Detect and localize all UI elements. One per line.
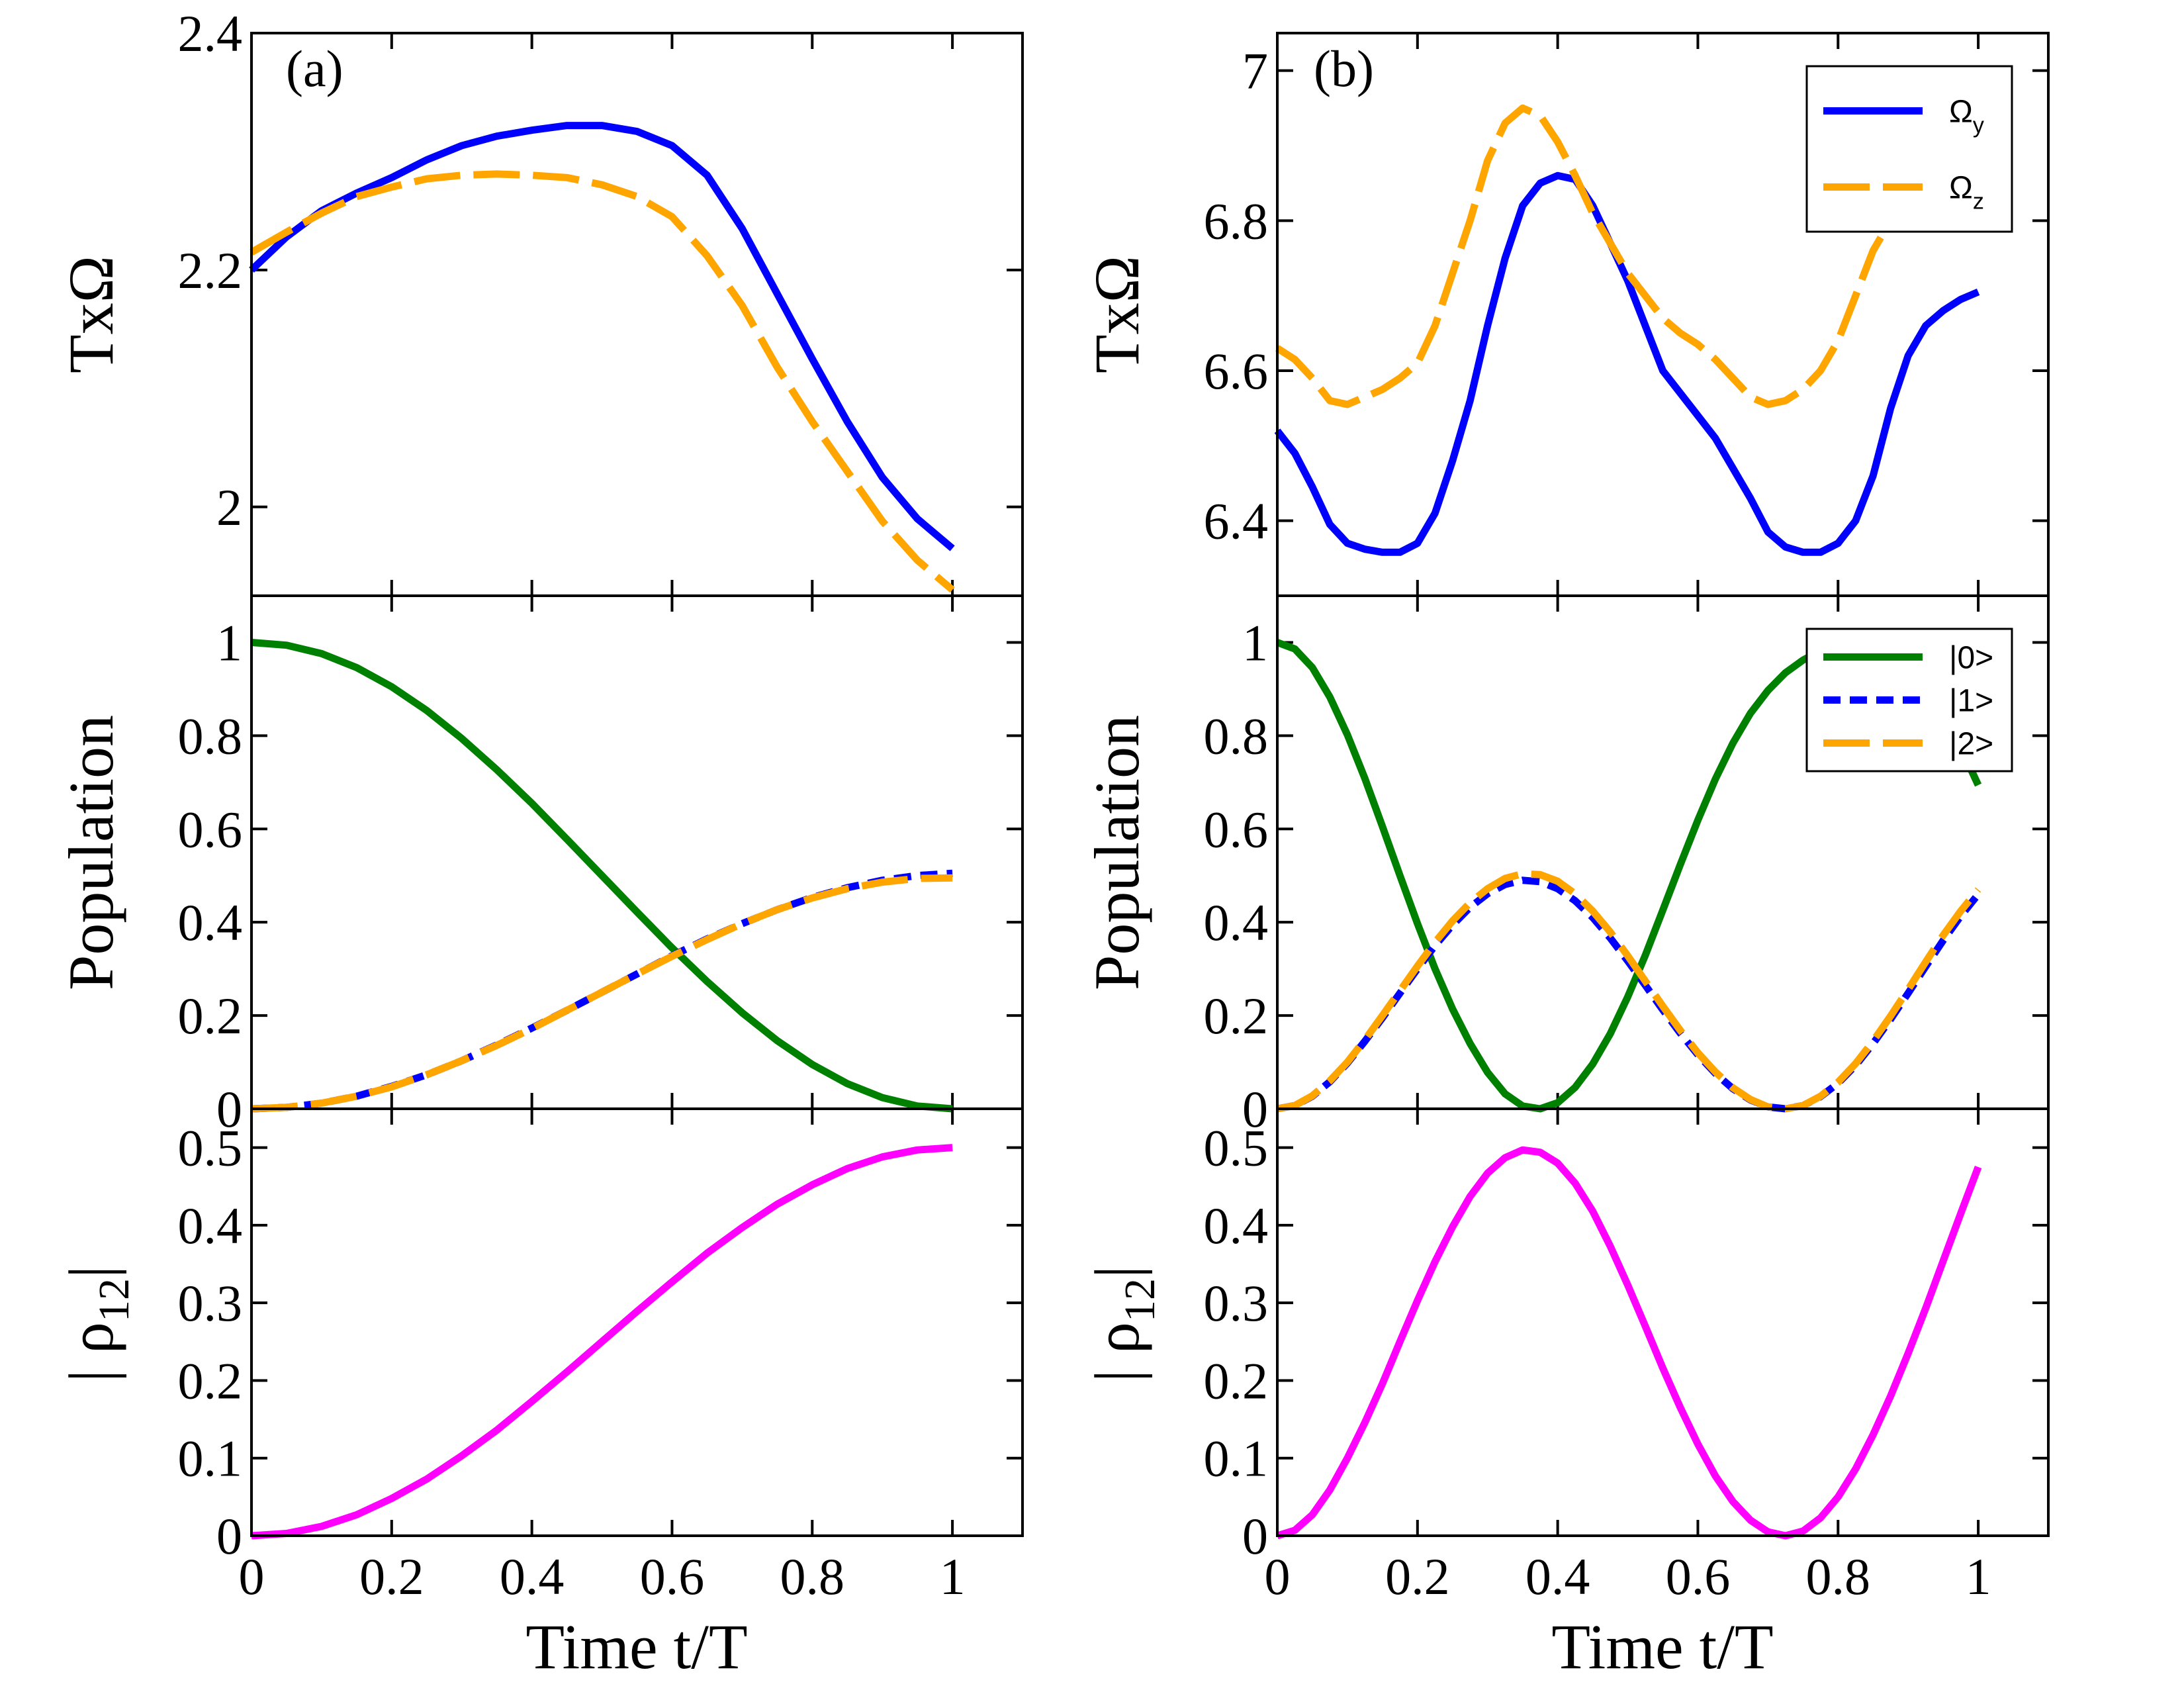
panel-b-rho-ytick-label: 0.4	[1204, 1197, 1269, 1254]
legend-population-label-p1: |1>	[1949, 684, 1993, 719]
panel-label-b: (b)	[1314, 40, 1374, 97]
legend-label-main: |0>	[1949, 641, 1993, 676]
legend-label-main: Ω	[1949, 171, 1973, 206]
panel-b-omega-ytick-label: 7	[1242, 42, 1268, 100]
panel-a-rho-ytick-label: 0.3	[178, 1274, 243, 1332]
panel-a-omega-ytick-label: 2	[216, 479, 242, 536]
panel-b-omega-ytick-label: 6.8	[1204, 192, 1269, 250]
panel-b-rho-xtick-label: 1	[1966, 1548, 1991, 1605]
panel-a-omega-ytick-label: 2.2	[178, 242, 243, 299]
panel-a-population-ytick-label: 0.2	[178, 987, 243, 1045]
panel-a-population-series-0-line	[251, 639, 953, 1113]
panel-b-population-ytick-label: 0.2	[1204, 987, 1269, 1045]
legend-label-sub: y	[1973, 113, 1984, 138]
panel-b-xlabel: Time t/T	[1551, 1611, 1773, 1682]
panel-b-population-ytick-label: 0	[1242, 1080, 1268, 1138]
panel-b-population-ytick-label: 0.8	[1204, 707, 1269, 765]
rho-bar: |	[56, 1266, 126, 1278]
panel-b-population-ytick-label: 1	[1242, 614, 1268, 671]
panel-a-population-ytick-label: 0.8	[178, 707, 243, 765]
panel-a-omega-ylabel: TxΩ	[56, 256, 126, 373]
legend-population-label-p2: |2>	[1949, 727, 1993, 762]
panel-a-population-ytick-label: 0	[216, 1080, 242, 1138]
legend-label-main: |1>	[1949, 684, 1993, 719]
rho-subscript: 12	[90, 1278, 138, 1322]
panel-a-rho-xtick-label: 0.2	[359, 1548, 424, 1605]
panel-a-population-ylabel: Population	[56, 715, 126, 990]
panel-a-omega-series-1-line	[250, 170, 955, 593]
panel-a-population-ytick-label: 1	[216, 614, 242, 671]
legend-label-sub: z	[1973, 189, 1984, 214]
panel-b-rho-ytick-label: 0.5	[1204, 1119, 1269, 1177]
legend-population-label-p0: |0>	[1949, 641, 1993, 676]
panel-a-rho-series-0-line	[251, 1144, 953, 1540]
panel-b-omega-series-1-line	[1275, 104, 1945, 408]
panel-b-rho-ylabel: | ρ12|	[1081, 1266, 1164, 1382]
panel-a-rho-xtick-label: 0.8	[780, 1548, 845, 1605]
panel-a-rho-frame	[250, 1107, 1024, 1537]
panel-b-rho-ytick-label: 0.1	[1204, 1430, 1269, 1487]
panel-b-rho-xtick-label: 0	[1265, 1548, 1291, 1605]
panel-b-population-ylabel: Population	[1081, 715, 1152, 990]
rho-subscript: 12	[1116, 1278, 1164, 1322]
panel-b-rho-xtick-label: 0.4	[1525, 1548, 1590, 1605]
panel-b-rho-xtick-label: 0.8	[1806, 1548, 1871, 1605]
panel-a-rho-xtick-label: 0.6	[640, 1548, 705, 1605]
panel-a-rho-xtick-label: 1	[940, 1548, 966, 1605]
rho-bar: |	[1081, 1266, 1152, 1278]
panel-b-rho-xtick-label: 0.6	[1666, 1548, 1731, 1605]
legend-omega-box	[1805, 65, 2013, 233]
panel-a-population-series-2-line	[251, 874, 953, 1113]
panel-b-omega-series-0-line	[1274, 171, 1980, 556]
panel-a-rho-xtick-label: 0	[239, 1548, 265, 1605]
panel-a-rho-ytick-label: 0.4	[178, 1197, 243, 1254]
panel-b-rho-series-0-line	[1276, 1146, 1982, 1540]
panel-b-omega-ytick-label: 6.4	[1204, 492, 1269, 550]
panel-label-a: (a)	[286, 40, 343, 97]
panel-a-rho-ytick-label: 0	[216, 1507, 242, 1565]
legend-omega-label-omega_y: Ωy	[1949, 95, 1984, 138]
panel-b-rho-ytick-label: 0.2	[1204, 1352, 1269, 1409]
rho-symbol: | ρ	[1081, 1322, 1152, 1382]
panel-b-rho-ytick-label: 0	[1242, 1507, 1268, 1565]
panel-a-xlabel: Time t/T	[525, 1611, 747, 1682]
panel-b-rho-xtick-label: 0.2	[1385, 1548, 1450, 1605]
panel-a-rho-ytick-label: 0.1	[178, 1430, 243, 1487]
panel-a-rho-xtick-label: 0.4	[500, 1548, 565, 1605]
panel-a-rho-ylabel: | ρ12|	[56, 1266, 138, 1382]
panel-a-rho-ytick-label: 0.2	[178, 1352, 243, 1409]
panel-a-omega-series-0-line	[249, 122, 955, 551]
panel-b-population-ytick-label: 0.4	[1204, 894, 1269, 951]
legend-label-main: |2>	[1949, 727, 1993, 762]
legend-label-main: Ω	[1949, 95, 1973, 130]
panel-b-population-series-2-line	[1276, 870, 1981, 1113]
panel-b-population-ytick-label: 0.6	[1204, 800, 1269, 858]
legend-omega-label-omega_z: Ωz	[1949, 171, 1984, 214]
panel-a-population-ytick-label: 0.4	[178, 894, 243, 951]
panel-a-population-ytick-label: 0.6	[178, 800, 243, 858]
panel-b-rho-ytick-label: 0.3	[1204, 1274, 1269, 1332]
panel-b-omega-ylabel: TxΩ	[1081, 256, 1152, 373]
panel-a-rho-ytick-label: 0.5	[178, 1119, 243, 1177]
panel-b-rho-frame	[1276, 1107, 2050, 1537]
panel-a-omega-ytick-label: 2.4	[178, 5, 243, 62]
panel-b-omega-ytick-label: 6.6	[1204, 342, 1269, 400]
rho-symbol: | ρ	[56, 1322, 126, 1382]
